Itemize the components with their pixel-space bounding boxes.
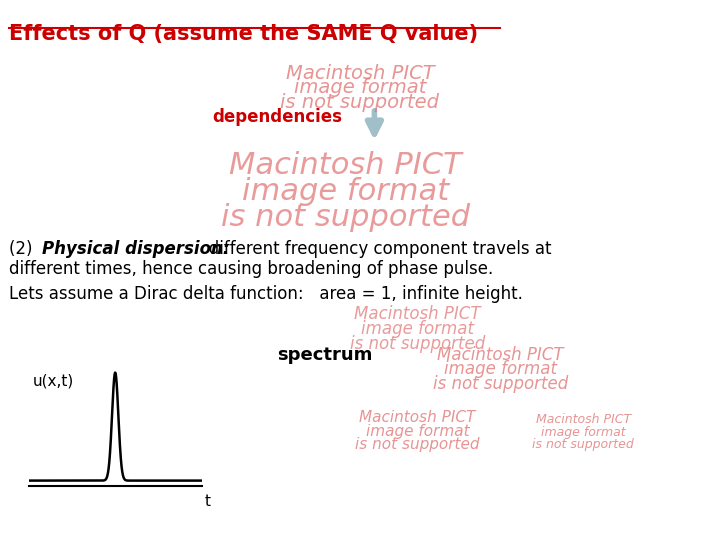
Text: Macintosh PICT: Macintosh PICT [359,410,476,426]
Text: Physical dispersion:: Physical dispersion: [42,240,229,258]
Text: is not supported: is not supported [221,203,470,232]
Text: (2): (2) [9,240,37,258]
Text: Macintosh PICT: Macintosh PICT [286,64,434,83]
Text: image format: image format [541,426,626,438]
Text: image format: image format [361,320,474,338]
Text: Macintosh PICT: Macintosh PICT [437,346,564,363]
Text: image format: image format [242,177,449,206]
Text: t: t [205,494,211,509]
Text: image format: image format [294,78,426,97]
Text: u(x,t): u(x,t) [32,374,73,389]
Text: different times, hence causing broadening of phase pulse.: different times, hence causing broadenin… [9,260,493,278]
Text: image format: image format [366,424,469,439]
Text: is not supported: is not supported [433,375,568,393]
Text: is not supported: is not supported [281,93,439,112]
Text: different frequency component travels at: different frequency component travels at [193,240,552,258]
Text: is not supported: is not supported [356,437,480,453]
Text: dependencies: dependencies [212,108,343,126]
Text: Macintosh PICT: Macintosh PICT [536,413,631,426]
Text: Lets assume a Dirac delta function:   area = 1, infinite height.: Lets assume a Dirac delta function: area… [9,285,523,302]
Text: spectrum: spectrum [277,346,372,363]
Text: is not supported: is not supported [532,438,634,451]
Text: image format: image format [444,360,557,378]
Text: is not supported: is not supported [350,335,485,353]
Text: Macintosh PICT: Macintosh PICT [354,305,481,323]
Text: Macintosh PICT: Macintosh PICT [229,151,462,180]
Text: Effects of Q (assume the SAME Q value): Effects of Q (assume the SAME Q value) [9,24,478,44]
